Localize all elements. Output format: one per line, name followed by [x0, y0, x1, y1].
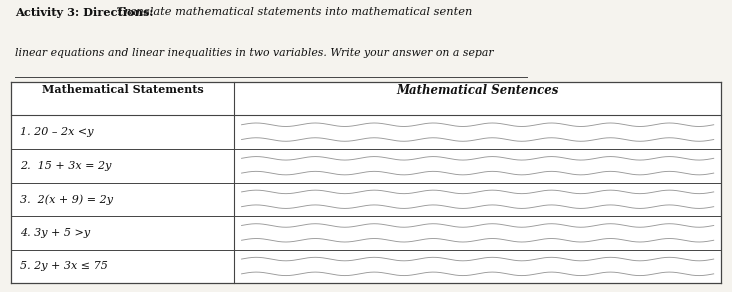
Text: linear equations and linear inequalities in two variables. Write your answer on : linear equations and linear inequalities…	[15, 48, 493, 58]
Text: 2.  15 + 3x = 2y: 2. 15 + 3x = 2y	[20, 161, 111, 171]
Text: Activity 3: Directions:: Activity 3: Directions:	[15, 7, 153, 18]
Text: Mathematical Sentences: Mathematical Sentences	[397, 84, 559, 97]
Text: 3.  2(x + 9) = 2y: 3. 2(x + 9) = 2y	[20, 194, 113, 205]
Text: Translate mathematical statements into mathematical senten: Translate mathematical statements into m…	[113, 7, 473, 17]
Text: Mathematical Statements: Mathematical Statements	[42, 84, 203, 95]
Text: 1. 20 – 2x <y: 1. 20 – 2x <y	[20, 127, 93, 137]
Text: 4. 3y + 5 >y: 4. 3y + 5 >y	[20, 228, 90, 238]
Text: 5. 2y + 3x ≤ 75: 5. 2y + 3x ≤ 75	[20, 261, 108, 272]
FancyBboxPatch shape	[11, 82, 721, 283]
